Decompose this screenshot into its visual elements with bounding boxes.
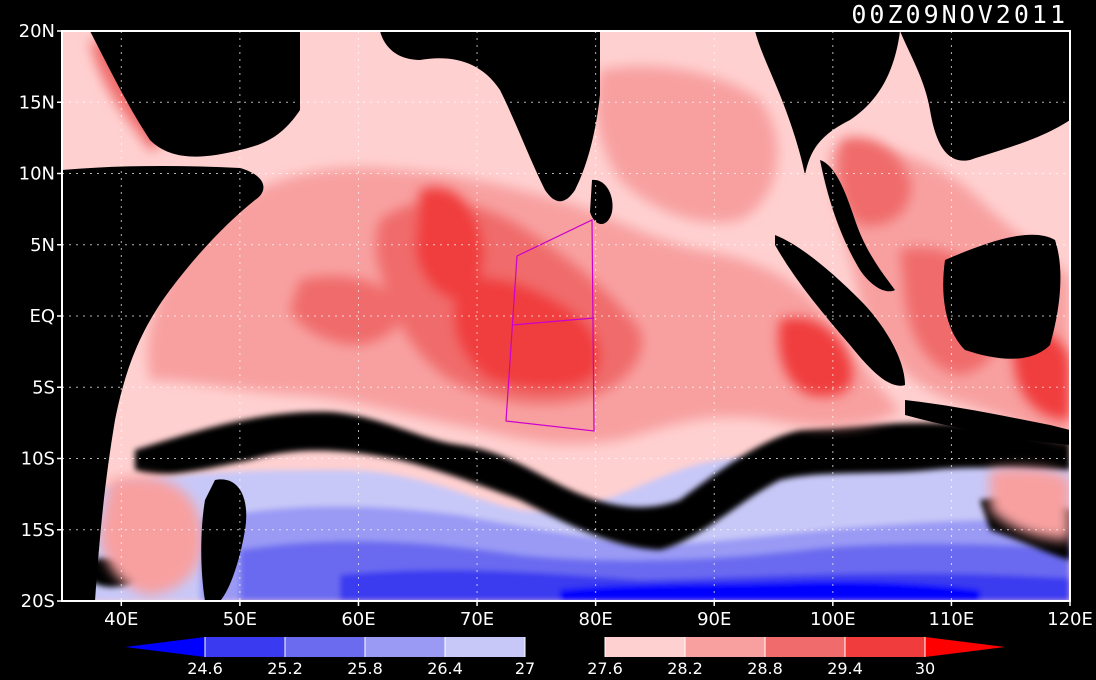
colorbar-arrow-high <box>925 637 1005 657</box>
colorbar-label: 27 <box>515 659 535 678</box>
colorbar-swatch <box>605 637 686 657</box>
timestamp-label: 00Z09NOV2011 <box>851 0 1068 29</box>
lon-tick-label: 110E <box>929 609 975 630</box>
grid-lines <box>62 31 1070 601</box>
lat-tick-label: 15S <box>21 520 55 541</box>
colorbar: 24.6 25.2 25.8 26.4 27 27.6 28.2 28.8 29.4 30 <box>125 637 1005 678</box>
lon-tick-label: 100E <box>810 609 856 630</box>
land-malay <box>820 160 895 292</box>
hot-water <box>290 137 1070 420</box>
land-sri-lanka <box>590 179 613 224</box>
land-java <box>905 400 1070 445</box>
land-india <box>380 31 600 202</box>
cool-water-band <box>62 452 1070 601</box>
lat-tick-label: 10S <box>21 449 55 470</box>
colorbar-swatch <box>285 637 366 657</box>
longitude-axis: 40E 50E 60E 70E 80E 90E 100E 110E 120E <box>104 601 1093 630</box>
land-myanmar <box>755 31 900 175</box>
colorbar-label: 30 <box>915 659 935 678</box>
colorbar-label: 25.8 <box>347 659 383 678</box>
colorbar-swatch <box>365 637 446 657</box>
lat-tick-label: 15N <box>19 92 55 113</box>
land-madagascar <box>201 479 247 601</box>
colorbar-label: 28.8 <box>747 659 783 678</box>
land-indochina <box>900 31 1070 161</box>
lat-tick-label: 20N <box>19 21 55 42</box>
colorbar-label: 27.6 <box>587 659 623 678</box>
box-divider <box>511 317 595 326</box>
colorbar-label: 26.4 <box>427 659 463 678</box>
colorbar-swatch <box>845 637 926 657</box>
lon-tick-label: 80E <box>579 609 613 630</box>
land-sumatra <box>775 235 905 386</box>
colorbar-swatch <box>525 637 606 657</box>
colorbar-label: 24.6 <box>187 659 223 678</box>
colorbar-label: 29.4 <box>827 659 863 678</box>
lon-tick-label: 50E <box>223 609 257 630</box>
latitude-axis: 20N 15N 10N 5N EQ 5S 10S 15S 20S <box>19 21 62 612</box>
land-borneo <box>943 234 1061 359</box>
lat-tick-label: 20S <box>21 591 55 612</box>
colorbar-label: 28.2 <box>667 659 703 678</box>
lat-tick-label: 5S <box>32 377 55 398</box>
lon-tick-label: 90E <box>697 609 731 630</box>
lat-tick-label: EQ <box>29 306 55 327</box>
colorbar-swatch <box>445 637 526 657</box>
colorbar-swatch <box>685 637 766 657</box>
lon-tick-label: 60E <box>341 609 375 630</box>
box-outline <box>505 219 595 432</box>
analysis-box <box>505 219 595 432</box>
land-africa <box>62 165 264 601</box>
lat-tick-label: 10N <box>19 164 55 185</box>
colorbar-swatch <box>205 637 286 657</box>
lon-tick-label: 40E <box>104 609 138 630</box>
lon-tick-label: 120E <box>1047 609 1093 630</box>
lon-tick-label: 70E <box>460 609 494 630</box>
lat-tick-label: 5N <box>30 235 55 256</box>
colorbar-label: 25.2 <box>267 659 303 678</box>
land <box>62 31 1070 601</box>
colorbar-swatch <box>765 637 846 657</box>
colorbar-arrow-low <box>125 637 205 657</box>
